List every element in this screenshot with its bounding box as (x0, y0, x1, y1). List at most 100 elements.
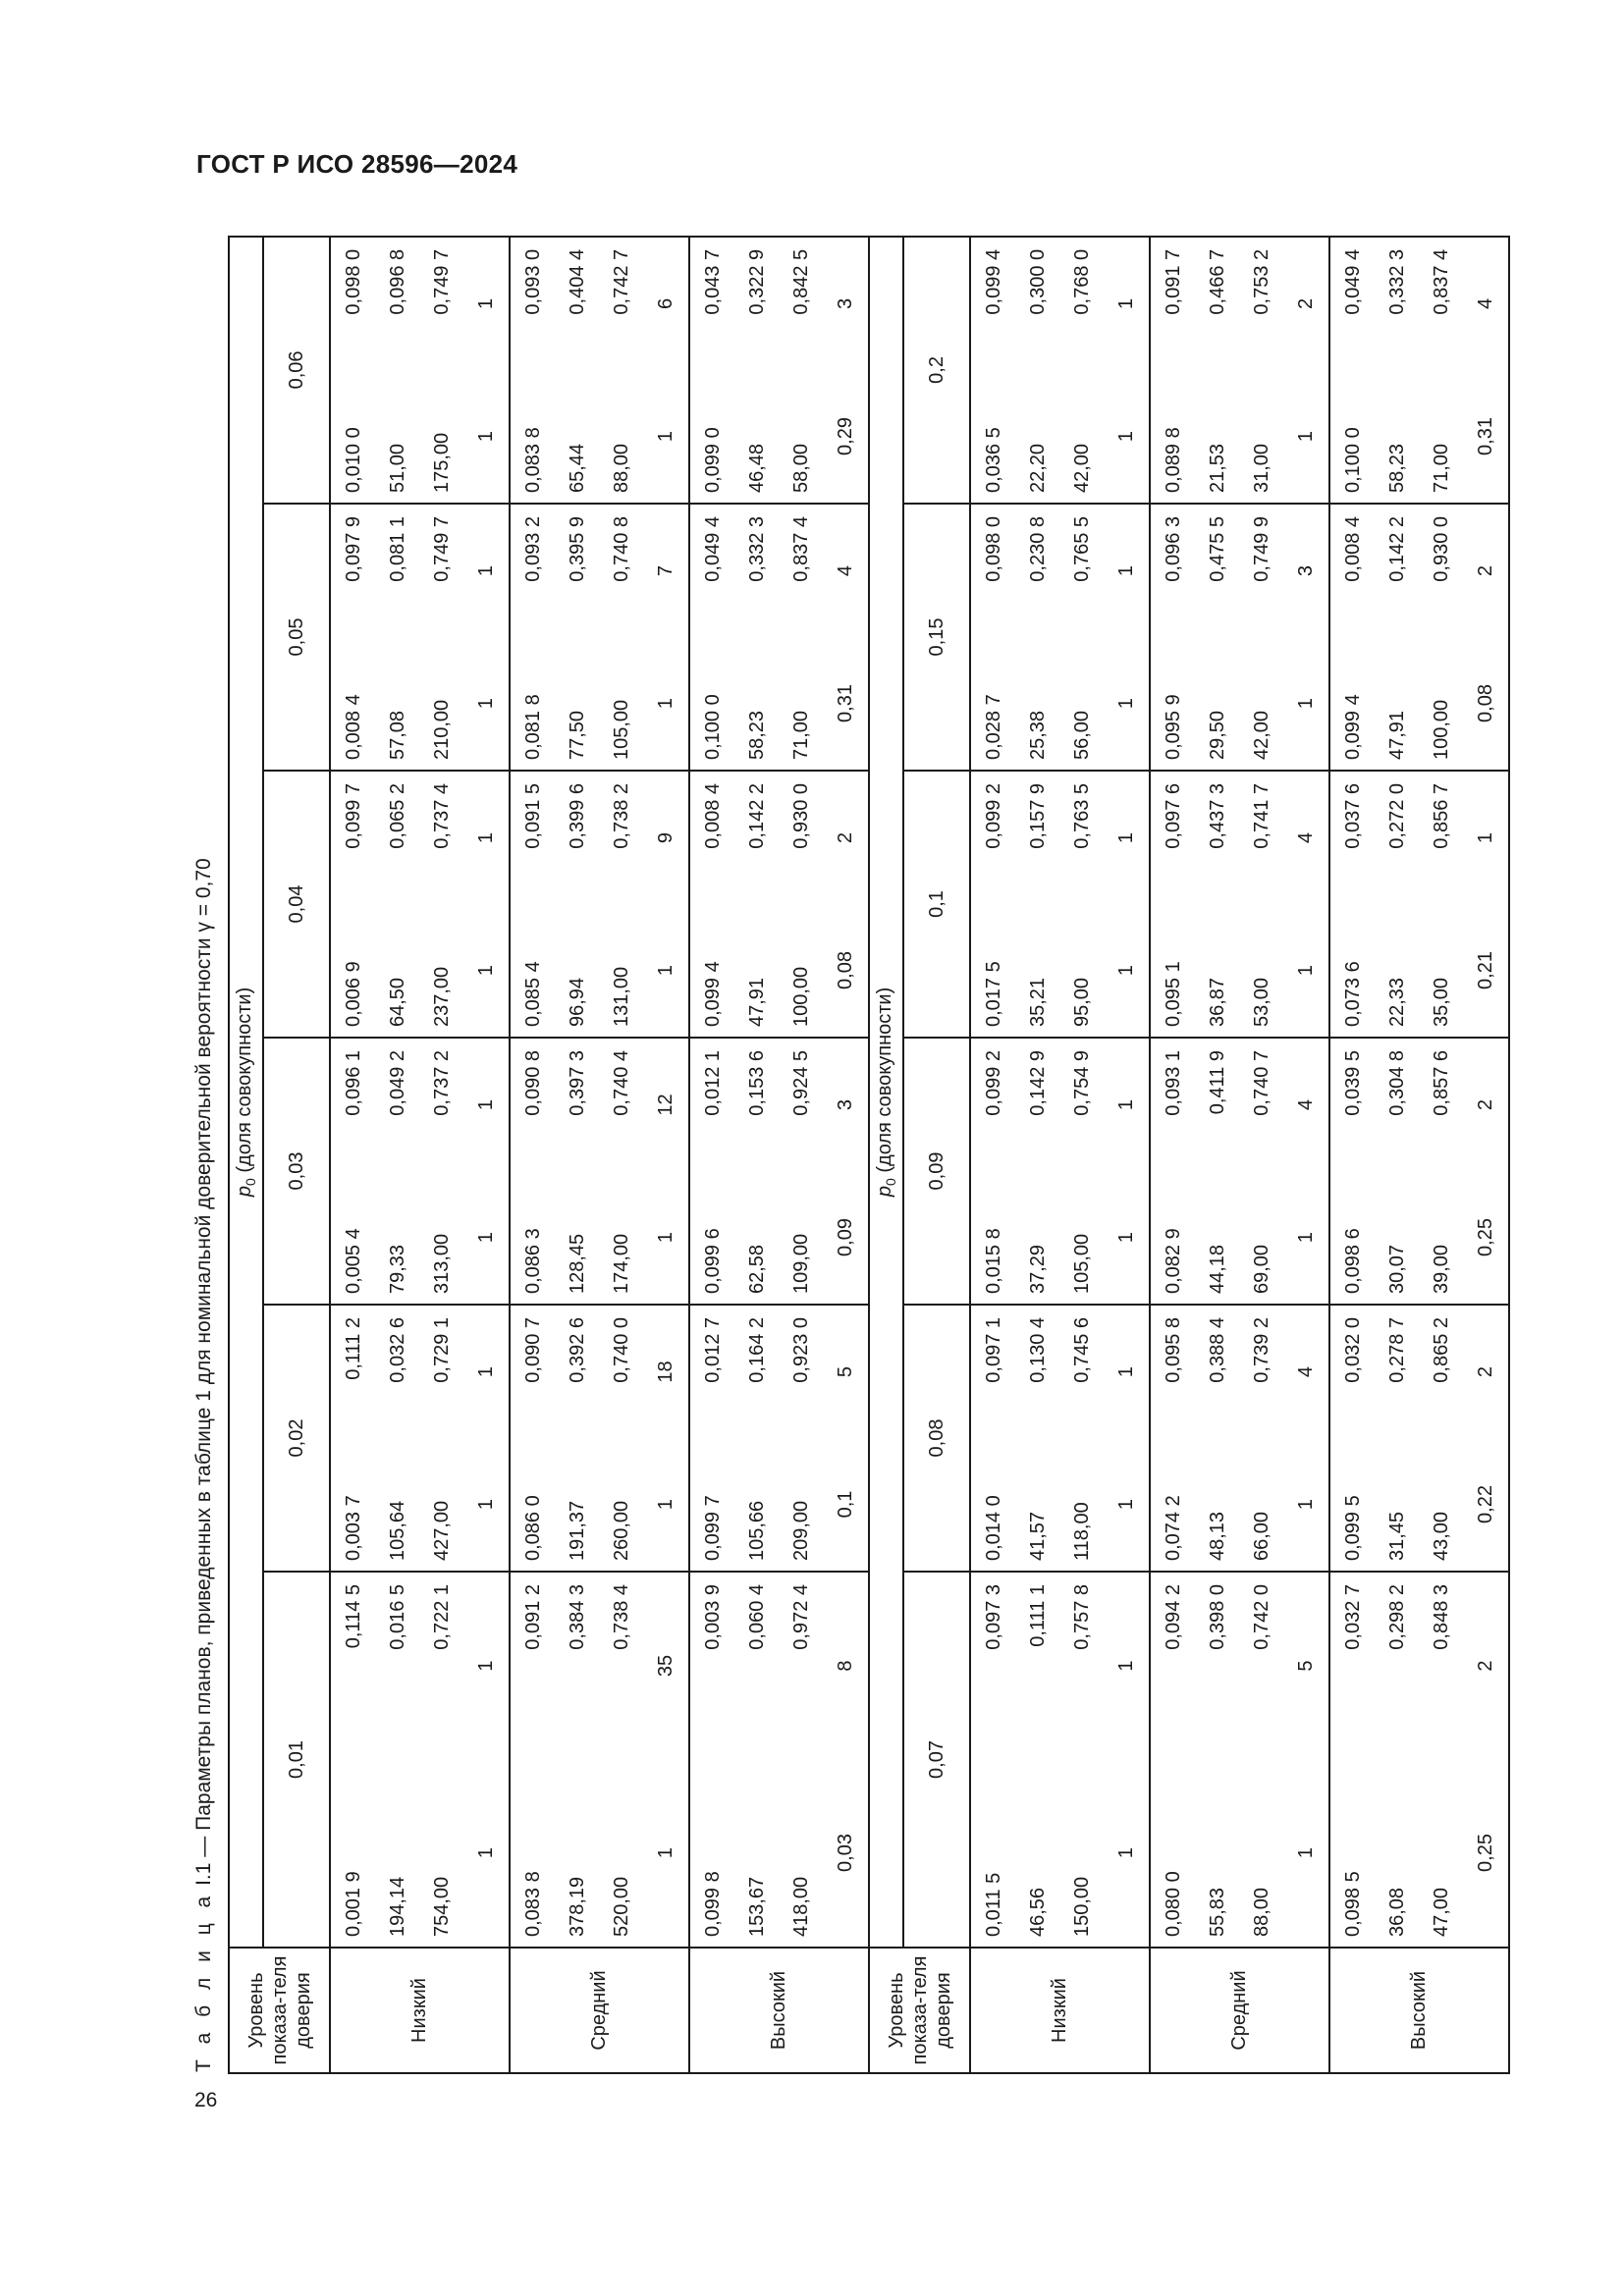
value-cell: 0,032 7 0,298 2 0,848 3 2 (1329, 1572, 1509, 1759)
value-line: 0,738 4 (610, 1584, 632, 1650)
value-lines: 0,090 8 0,397 3 0,740 4 12 (512, 1039, 688, 1171)
value-line: 0,740 4 (610, 1050, 632, 1116)
value-line: 53,00 (1250, 977, 1272, 1027)
value-line: 77,50 (566, 710, 588, 760)
value-lines: 0,093 0 0,404 4 0,742 7 6 (512, 238, 688, 370)
value-lines: 0,099 5 31,45 43,00 0,22 (1331, 1438, 1508, 1571)
value-line: 0,099 4 (1341, 694, 1364, 760)
value-line: 0,739 2 (1250, 1317, 1272, 1383)
p0-group-header: 0,02 (263, 1305, 330, 1572)
value-line: 0,29 (834, 417, 856, 455)
value-line: 260,00 (610, 1500, 632, 1561)
value-line: 237,00 (430, 966, 453, 1027)
value-lines: 0,003 9 0,060 4 0,972 4 8 (691, 1573, 868, 1759)
value-lines: 0,099 0 46,48 58,00 0,29 (691, 370, 868, 503)
value-line: 0,411 9 (1206, 1050, 1228, 1115)
value-line: 0,039 5 (1341, 1050, 1364, 1116)
value-cell: 0,012 7 0,164 2 0,923 0 5 (689, 1305, 869, 1438)
value-line: 0,740 0 (610, 1317, 632, 1383)
value-line: 0,722 1 (430, 1584, 453, 1650)
caption-text: — Параметры планов, приведенных в таблиц… (192, 858, 215, 1857)
value-cell: 0,017 5 35,21 95,00 1 (970, 904, 1150, 1038)
p0-label: (доля совокупности) (874, 987, 895, 1173)
confidence-level-cell: Высокий (1329, 1948, 1509, 2073)
value-line: 0,298 2 (1385, 1584, 1408, 1650)
value-line: 0,098 0 (342, 248, 364, 315)
value-line: 6 (654, 297, 677, 309)
value-line: 0,763 5 (1070, 783, 1093, 849)
value-line: 0,100 0 (701, 694, 724, 760)
value-line: 1 (474, 1365, 497, 1378)
value-line: 1 (1114, 964, 1137, 977)
value-cell: 0,036 5 22,20 42,00 1 (970, 370, 1150, 504)
value-line: 0,865 2 (1430, 1317, 1452, 1383)
value-lines: 0,098 0 0,096 8 0,749 7 1 (332, 238, 509, 370)
value-line: 1 (474, 697, 497, 710)
value-line: 0,095 8 (1162, 1317, 1184, 1383)
p0-header: p0 (доля совокупности) (869, 236, 903, 1948)
value-line: 0,278 7 (1385, 1317, 1408, 1383)
value-cell: 0,099 5 31,45 43,00 0,22 (1329, 1438, 1509, 1572)
value-cell: 0,001 9 194,14 754,00 1 (330, 1759, 510, 1948)
value-line: 0,099 4 (982, 248, 1004, 315)
value-cell: 0,098 6 30,07 39,00 0,25 (1329, 1171, 1509, 1305)
value-line: 0,737 2 (430, 1050, 453, 1116)
value-line: 1 (1114, 430, 1137, 443)
value-lines: 0,036 5 22,20 42,00 1 (972, 370, 1149, 503)
confidence-level-cell: Низкий (330, 1948, 510, 2073)
value-line: 1 (654, 964, 677, 977)
value-line: 0,924 5 (789, 1050, 812, 1116)
value-lines: 0,028 7 25,38 56,00 1 (972, 637, 1149, 770)
value-line: 0,22 (1474, 1485, 1496, 1523)
value-line: 0,091 2 (521, 1584, 544, 1650)
value-line: 191,37 (566, 1500, 588, 1561)
table-row: Высокий 0,098 5 36,08 47,00 0,25 0,032 7 0,298… (1329, 236, 1509, 2073)
value-line: 0,008 4 (342, 694, 364, 760)
value-cell: 0,039 5 0,304 8 0,857 6 2 (1329, 1038, 1509, 1171)
value-lines: 0,099 2 0,157 9 0,763 5 1 (972, 772, 1149, 904)
value-line: 0,142 9 (1026, 1050, 1049, 1116)
value-lines: 0,098 6 30,07 39,00 0,25 (1331, 1171, 1508, 1304)
value-line: 41,57 (1026, 1511, 1049, 1561)
value-line: 1 (1294, 1498, 1317, 1511)
value-cell: 0,081 8 77,50 105,00 1 (510, 637, 689, 771)
value-line: 1 (1114, 1231, 1137, 1244)
value-cell: 0,099 7 0,065 2 0,737 4 1 (330, 771, 510, 904)
value-cell: 0,008 4 0,142 2 0,930 0 2 (1329, 504, 1509, 637)
level-header: Уровень показа-теля доверия (229, 1948, 330, 2073)
value-line: 9 (654, 831, 677, 844)
value-line: 427,00 (430, 1500, 453, 1561)
value-line: 47,91 (745, 977, 768, 1027)
value-line: 128,45 (566, 1233, 588, 1294)
value-line: 0,012 1 (701, 1050, 724, 1116)
value-line: 0,753 2 (1250, 248, 1272, 315)
value-line: 46,48 (745, 443, 768, 493)
value-line: 0,097 9 (342, 516, 364, 582)
value-line: 25,38 (1026, 710, 1049, 760)
value-cell: 0,098 0 0,230 8 0,765 5 1 (970, 504, 1150, 637)
value-cell: 0,010 0 51,00 175,00 1 (330, 370, 510, 504)
value-line: 0,332 3 (1385, 248, 1408, 315)
value-cell: 0,086 0 191,37 260,00 1 (510, 1438, 689, 1572)
value-line: 96,94 (566, 977, 588, 1027)
value-line: 0,037 6 (1341, 783, 1364, 849)
caption-number: I.1 (192, 1862, 215, 1886)
value-line: 1 (1114, 1498, 1137, 1511)
value-lines: 0,005 4 79,33 313,00 1 (332, 1171, 509, 1304)
value-line: 0,972 4 (789, 1584, 812, 1650)
value-line: 43,00 (1430, 1511, 1452, 1561)
value-line: 2 (1474, 564, 1496, 577)
value-line: 4 (1294, 1098, 1317, 1111)
value-lines: 0,049 4 0,332 3 0,837 4 4 (691, 505, 868, 637)
value-lines: 0,097 9 0,081 1 0,749 7 1 (332, 505, 509, 637)
confidence-level-cell: Средний (1150, 1948, 1329, 2073)
rotated-table-area: Т а б л и ц а I.1 — Параметры планов, пр… (185, 236, 1510, 2074)
value-line: 0,090 8 (521, 1050, 544, 1116)
value-line: 35 (654, 1654, 677, 1678)
value-line: 0,437 3 (1206, 783, 1228, 849)
value-line: 0,304 8 (1385, 1050, 1408, 1116)
value-line: 1 (474, 564, 497, 577)
value-line: 0,080 0 (1162, 1871, 1184, 1937)
value-lines: 0,001 9 194,14 754,00 1 (332, 1759, 509, 1947)
value-lines: 0,032 7 0,298 2 0,848 3 2 (1331, 1573, 1508, 1759)
